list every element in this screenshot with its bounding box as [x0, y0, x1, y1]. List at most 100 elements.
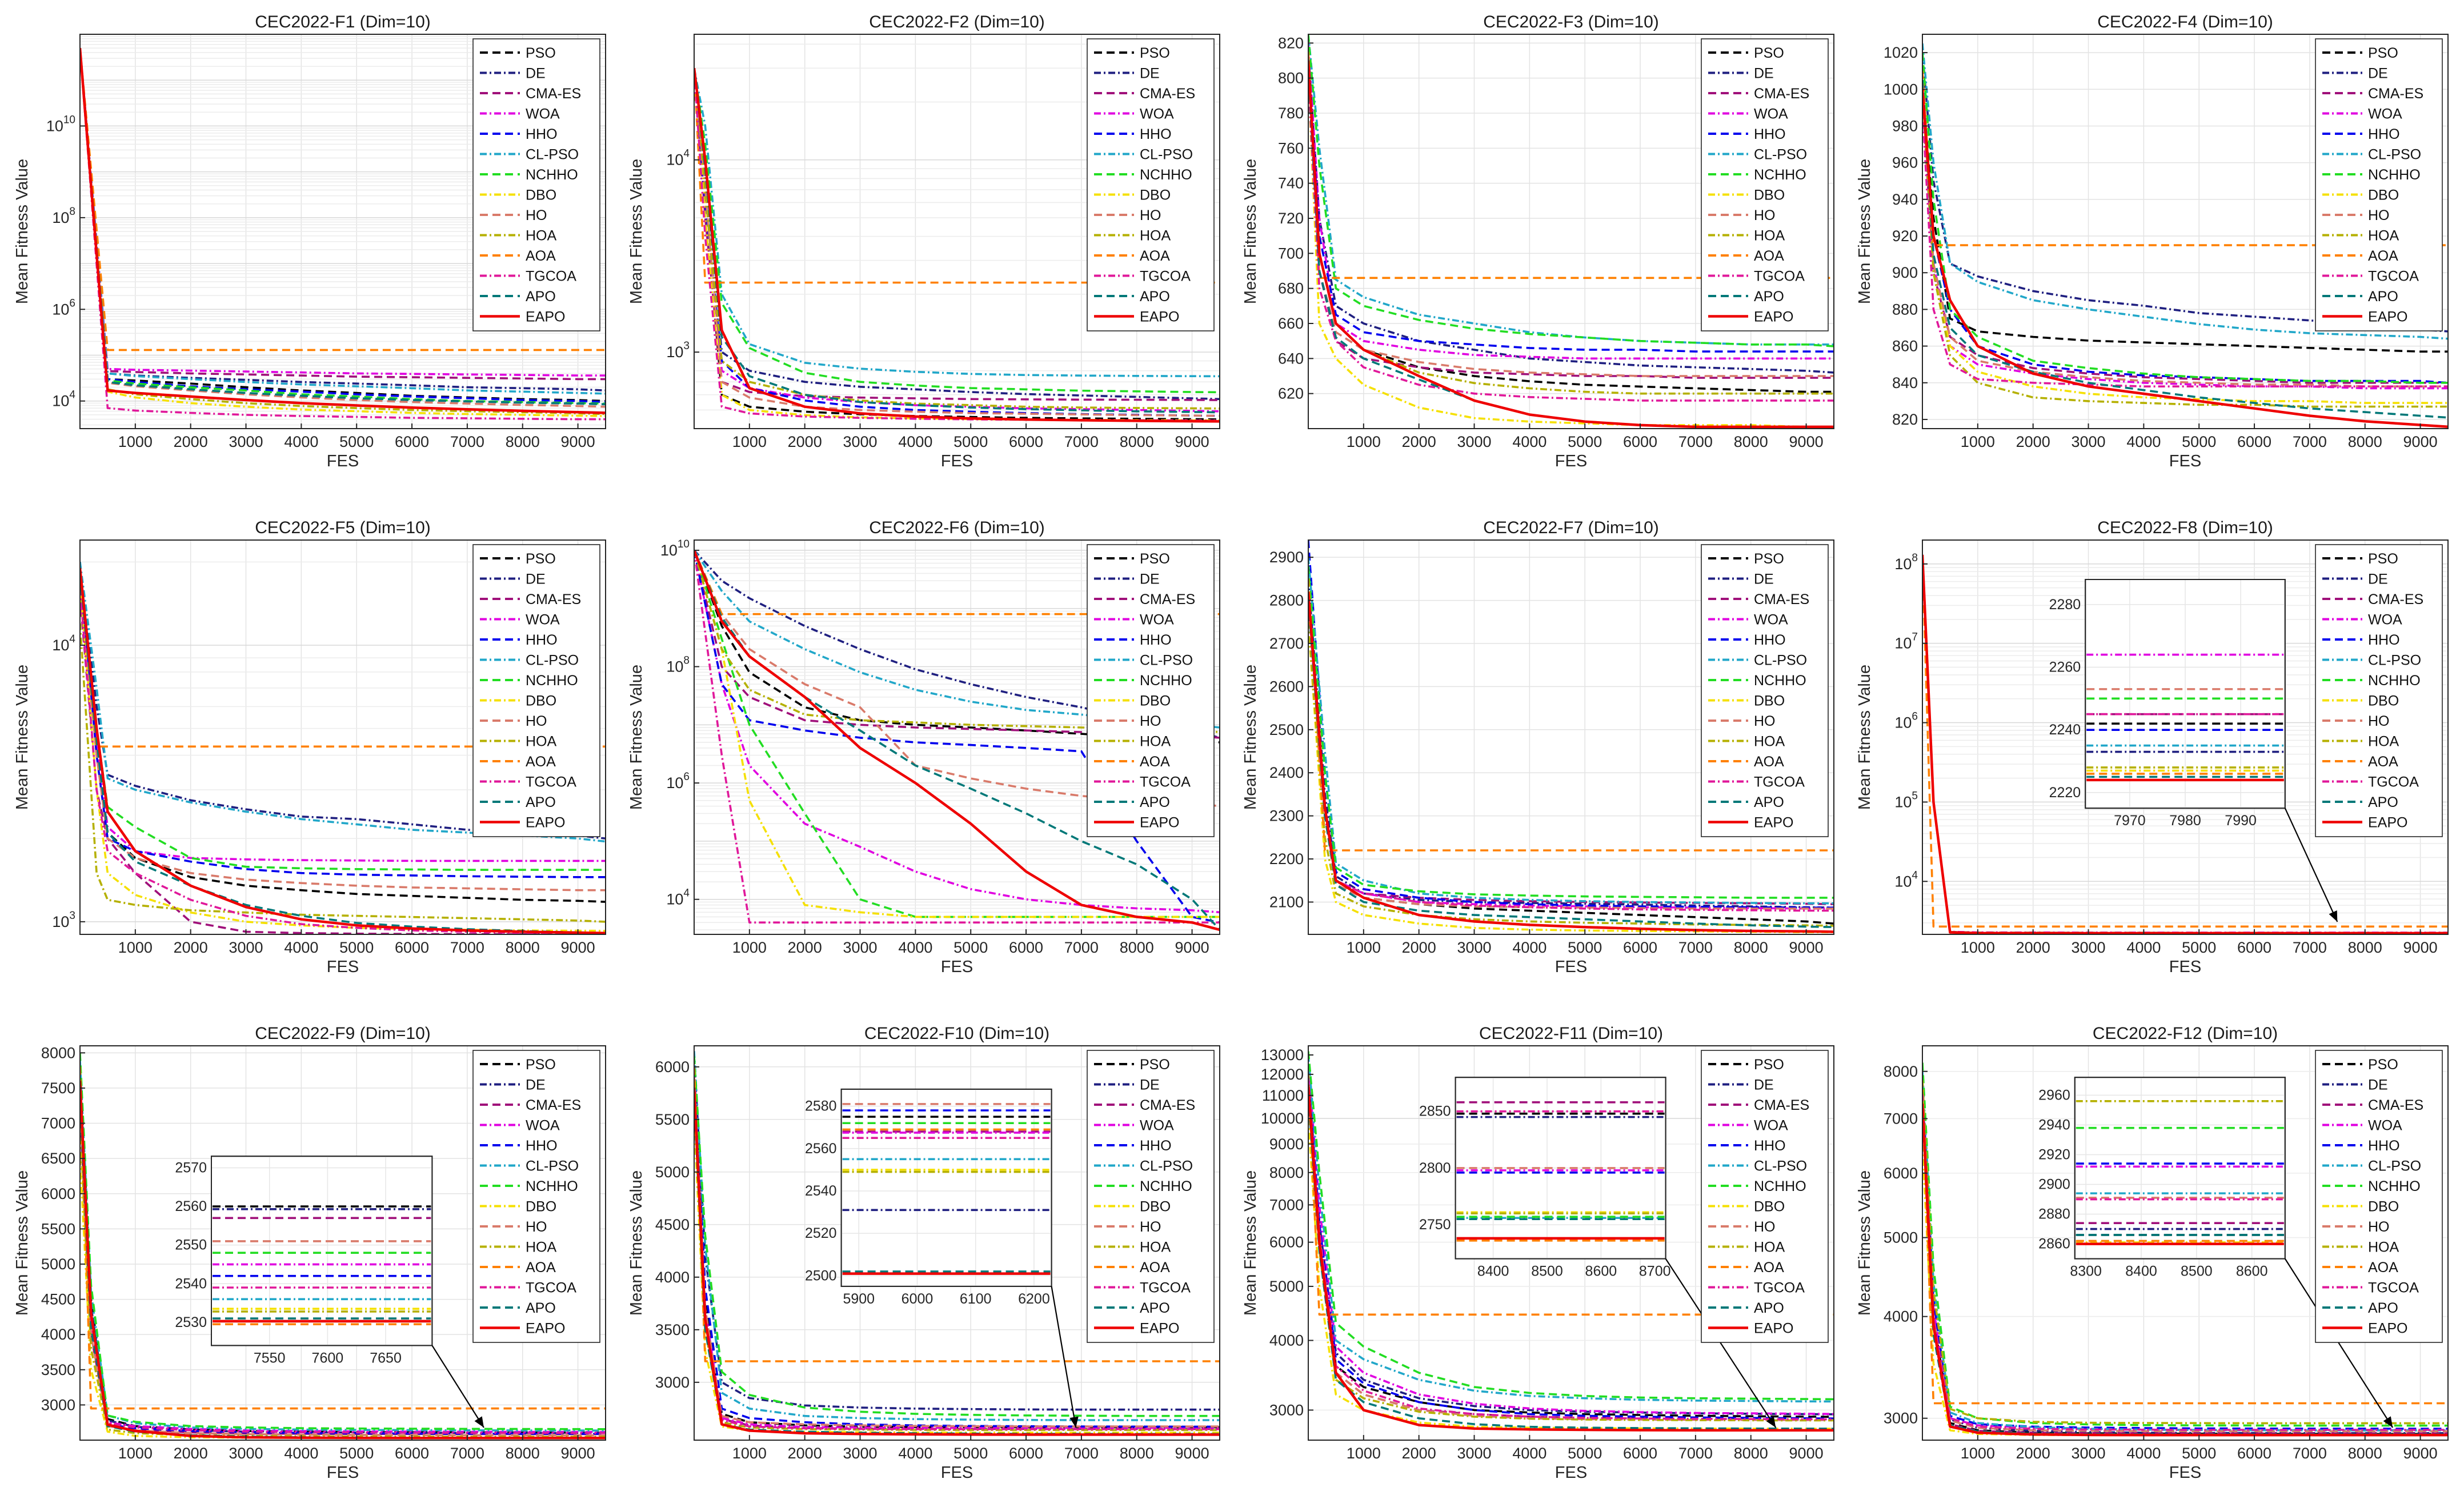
- x-axis-label: FES: [2169, 1464, 2201, 1482]
- legend-label-dbo: DBO: [1140, 187, 1171, 203]
- legend-box: [1087, 544, 1215, 837]
- y-tick-label: 3000: [1269, 1401, 1304, 1418]
- legend-label-nchho: NCHHO: [2368, 167, 2421, 183]
- legend-label-de: DE: [1140, 571, 1160, 587]
- x-tick-label: 5000: [2182, 433, 2216, 450]
- legend-label-eapo: EAPO: [1754, 1321, 1793, 1337]
- x-tick-label: 4000: [2126, 939, 2161, 956]
- y-tick-label: 3000: [1884, 1410, 1918, 1427]
- x-tick-label: 7000: [450, 433, 484, 450]
- inset: 7550 7600 7650 2530 2540 2550 2560 2570: [175, 1156, 484, 1428]
- x-tick-label: 3000: [229, 1445, 263, 1462]
- legend-label-de: DE: [1140, 66, 1160, 82]
- y-tick-label: 2400: [1269, 764, 1304, 781]
- series-apo: [1308, 600, 1834, 928]
- series-ho: [1922, 1098, 2448, 1433]
- inset-border: [1455, 1077, 1666, 1260]
- x-tick-label: 3000: [843, 1445, 877, 1462]
- legend-label-eapo: EAPO: [526, 1321, 565, 1337]
- series-ho: [80, 1102, 606, 1437]
- x-axis-label: FES: [327, 452, 359, 470]
- legend-label-pso: PSO: [1140, 45, 1170, 61]
- inset-border: [840, 1088, 1052, 1287]
- x-tick-label: 2000: [788, 1445, 822, 1462]
- plot-frame: [1922, 34, 2449, 429]
- inset-border: [211, 1156, 433, 1346]
- series-hoa: [1922, 1080, 2448, 1425]
- series-eapo: [1308, 1084, 1834, 1432]
- y-tick-label: 4000: [41, 1326, 75, 1343]
- inset-y-tick-label: 2520: [805, 1225, 837, 1241]
- x-tick-label: 7000: [1064, 433, 1099, 450]
- legend-box: [1087, 1050, 1215, 1343]
- legend-label-apo: APO: [526, 289, 556, 305]
- inset-x-tick-label: 8600: [2236, 1264, 2268, 1280]
- legend-label-tgcoa: TGCOA: [2368, 1280, 2419, 1296]
- x-tick-label: 5000: [1568, 939, 1602, 956]
- y-tick-label: 5000: [655, 1164, 690, 1181]
- legend-label-nchho: NCHHO: [526, 673, 578, 689]
- series-cma-es: [1922, 98, 2448, 384]
- zoom-arrow: [1665, 1258, 1777, 1428]
- series-pso: [694, 68, 1220, 421]
- x-tick-label: 1000: [1347, 939, 1381, 956]
- y-tick-label: 104: [52, 633, 75, 654]
- series-eapo: [694, 67, 1220, 423]
- legend-label-hho: HHO: [1754, 632, 1786, 648]
- x-tick-label: 8000: [506, 433, 540, 450]
- x-tick-label: 2000: [788, 939, 822, 956]
- legend-label-woa: WOA: [1754, 1118, 1788, 1134]
- y-axis-label: Mean Fitness Value: [627, 1170, 646, 1316]
- x-tick-label: 6000: [2237, 939, 2271, 956]
- series-tgcoa: [1922, 107, 2448, 388]
- zoom-arrow-head: [1069, 1416, 1079, 1428]
- plot-frame: [694, 34, 1220, 429]
- panel-5: 1000 2000 3000 4000 5000 6000 7000 8000 9000 103 1…: [13, 518, 606, 976]
- legend-label-woa: WOA: [1140, 106, 1174, 122]
- legend-label-hho: HHO: [2368, 1138, 2400, 1154]
- x-tick-label: 6000: [395, 433, 429, 450]
- legend: PSO DE CMA-ES WOA HHO CL-PSO NCHHO DBO HO HOA AOA T…: [2315, 544, 2443, 837]
- legend-label-hho: HHO: [526, 1138, 558, 1154]
- inset-y-tick-label: 2540: [175, 1276, 207, 1292]
- legend-label-aoa: AOA: [1140, 1260, 1170, 1276]
- legend-label-eapo: EAPO: [1140, 815, 1179, 831]
- y-tick-label: 106: [52, 297, 75, 318]
- y-tick-label: 13000: [1261, 1046, 1304, 1064]
- legend-label-hoa: HOA: [1754, 228, 1785, 244]
- legend-label-cl-pso: CL-PSO: [1140, 147, 1193, 163]
- inset-x-tick-label: 6100: [960, 1291, 992, 1307]
- x-tick-label: 2000: [174, 433, 208, 450]
- legend-label-cma-es: CMA-ES: [526, 86, 581, 102]
- legend-box: [1701, 38, 1829, 331]
- y-tick-label: 11000: [1262, 1087, 1304, 1104]
- y-axis-label: Mean Fitness Value: [1856, 159, 1874, 304]
- inset: 5900 6000 6100 6200 2500 2520 2540 2560 2580: [805, 1088, 1079, 1428]
- legend-label-de: DE: [1754, 1077, 1774, 1093]
- series-cl-pso: [80, 1060, 606, 1432]
- legend-label-aoa: AOA: [526, 1260, 556, 1276]
- x-tick-label: 6000: [1009, 939, 1043, 956]
- legend-label-cl-pso: CL-PSO: [1754, 653, 1807, 669]
- inset-y-tick-label: 2850: [1419, 1104, 1451, 1120]
- x-tick-label: 7000: [1678, 939, 1713, 956]
- y-axis-label: Mean Fitness Value: [13, 159, 31, 304]
- legend-label-cl-pso: CL-PSO: [526, 653, 579, 669]
- legend-label-apo: APO: [1754, 794, 1784, 810]
- series-aoa: [1922, 1089, 2448, 1405]
- inset-x-tick-label: 8600: [1585, 1264, 1617, 1280]
- x-tick-label: 8000: [1120, 1445, 1154, 1462]
- legend-label-hoa: HOA: [526, 228, 557, 244]
- inset-x-tick-label: 6200: [1018, 1291, 1050, 1307]
- x-tick-label: 5000: [953, 1445, 988, 1462]
- legend-box: [472, 1050, 600, 1343]
- legend-label-eapo: EAPO: [2368, 815, 2407, 831]
- legend: PSO DE CMA-ES WOA HHO CL-PSO NCHHO DBO HO HOA AOA T…: [2315, 1050, 2443, 1343]
- legend-label-dbo: DBO: [1140, 1199, 1171, 1215]
- inset-y-tick-label: 2550: [175, 1237, 207, 1253]
- series-aoa: [1922, 554, 2448, 928]
- legend-label-apo: APO: [526, 794, 556, 810]
- legend-label-cl-pso: CL-PSO: [1140, 653, 1193, 669]
- legend-label-hoa: HOA: [1754, 1240, 1785, 1256]
- panel-8: 1000 2000 3000 4000 5000 6000 7000 8000 9000 104 1…: [1856, 518, 2449, 976]
